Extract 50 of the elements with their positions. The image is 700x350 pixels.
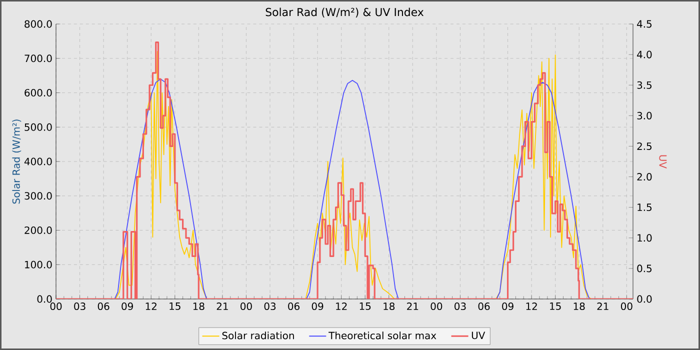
- x-tick-label: 18: [384, 302, 395, 310]
- y-axis-title: Solar Rad (W/m²): [12, 120, 22, 204]
- x-tick-label: 00: [240, 302, 252, 310]
- x-tick-label: 00: [430, 302, 442, 310]
- y2-tick-label: 4.0: [637, 50, 652, 58]
- y-tick-label: 500.0: [24, 123, 52, 131]
- y-tick-label: 400.0: [24, 158, 52, 166]
- legend-label: Theoretical solar max: [328, 332, 436, 340]
- y-tick-label: 600.0: [24, 88, 52, 97]
- x-tick-label: 12: [526, 302, 537, 310]
- y2-axis-title: UV: [659, 155, 667, 168]
- x-tick-label: 06: [478, 302, 490, 310]
- x-tick-label: 00: [50, 302, 62, 310]
- chart-title: Solar Rad (W/m²) & UV Index: [266, 8, 424, 18]
- y2-tick-label: 3.5: [637, 81, 652, 89]
- x-tick-label: 06: [98, 302, 110, 310]
- x-tick-label: 03: [74, 302, 86, 310]
- y2-tick-label: 3.0: [637, 112, 652, 120]
- x-tick-label: 12: [336, 302, 347, 310]
- x-tick-label: 15: [360, 302, 371, 310]
- x-tick-label: 15: [170, 302, 180, 310]
- y2-tick-label: 2.0: [637, 173, 652, 181]
- x-tick-label: 09: [122, 302, 133, 310]
- legend-label: UV: [472, 332, 486, 340]
- y2-tick-label: 0.5: [637, 264, 652, 272]
- x-tick-label: 03: [454, 302, 466, 310]
- y-tick-label: 100.0: [25, 260, 52, 268]
- x-tick-label: 21: [216, 302, 228, 310]
- y-tick-label: 300.0: [24, 192, 52, 200]
- x-tick-label: 06: [288, 302, 300, 310]
- x-tick-label: 18: [193, 302, 204, 310]
- x-tick-label: 21: [597, 302, 608, 310]
- x-tick-label: 09: [502, 302, 514, 310]
- x-tick-label: 09: [312, 302, 324, 310]
- x-tick-label: 18: [574, 302, 585, 310]
- y2-tick-label: 4.5: [637, 20, 652, 28]
- y-tick-label: 0.0: [37, 295, 52, 303]
- y-tick-label: 800.0: [24, 20, 52, 28]
- y2-tick-label: 0.0: [637, 295, 652, 303]
- x-tick-label: 21: [407, 302, 418, 310]
- legend-label: Solar radiation: [222, 332, 294, 340]
- x-tick-label: 00: [620, 302, 632, 310]
- x-tick-label: 15: [550, 302, 561, 310]
- y-tick-label: 200.0: [24, 226, 52, 234]
- y2-tick-label: 2.5: [637, 142, 652, 150]
- x-tick-label: 12: [146, 302, 156, 310]
- x-tick-label: 03: [264, 302, 276, 310]
- y2-tick-label: 1.0: [638, 234, 652, 242]
- y-tick-label: 700.0: [24, 54, 52, 62]
- y2-tick-label: 1.5: [638, 204, 652, 212]
